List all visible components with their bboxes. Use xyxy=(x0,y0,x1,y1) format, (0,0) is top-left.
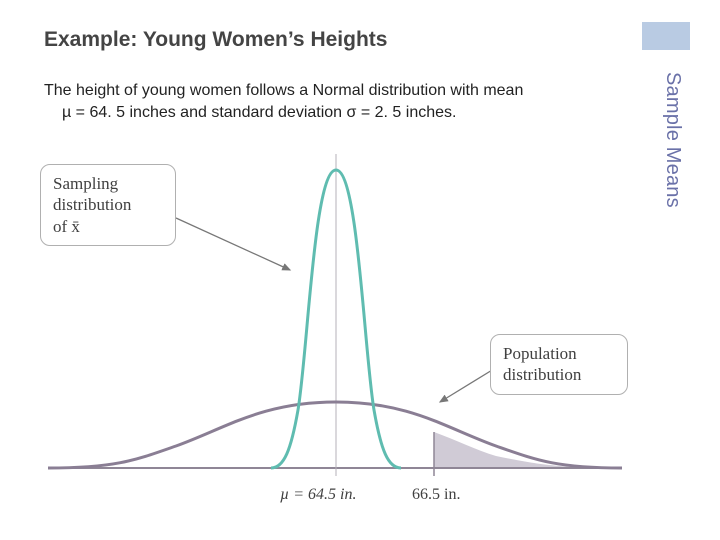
corner-accent xyxy=(642,22,690,50)
sidebar-section-label: Sample Means xyxy=(661,72,684,208)
callout-population: Population distribution xyxy=(490,334,628,395)
body-line-2: µ = 64. 5 inches and standard deviation … xyxy=(44,102,624,124)
callout-sampling-l1: Sampling xyxy=(53,173,163,194)
figure: Sampling distribution of x̄ Population d… xyxy=(26,140,644,510)
body-line-1: The height of young women follows a Norm… xyxy=(44,82,523,99)
callout-population-l2: distribution xyxy=(503,364,615,385)
population-shade xyxy=(434,432,622,468)
callout-sampling-l3: of x̄ xyxy=(53,216,163,237)
callout-sampling-l2: distribution xyxy=(53,194,163,215)
sampling-arrow xyxy=(176,218,290,270)
axis-label-mu: µ = 64.5 in. xyxy=(280,486,356,504)
slide-title: Example: Young Women’s Heights xyxy=(44,28,387,52)
axis-label-x2: 66.5 in. xyxy=(412,486,460,504)
slide-root: Example: Young Women’s Heights The heigh… xyxy=(0,0,720,540)
body-text: The height of young women follows a Norm… xyxy=(44,80,624,123)
callout-population-l1: Population xyxy=(503,343,615,364)
callout-sampling: Sampling distribution of x̄ xyxy=(40,164,176,246)
population-curve xyxy=(48,402,622,468)
